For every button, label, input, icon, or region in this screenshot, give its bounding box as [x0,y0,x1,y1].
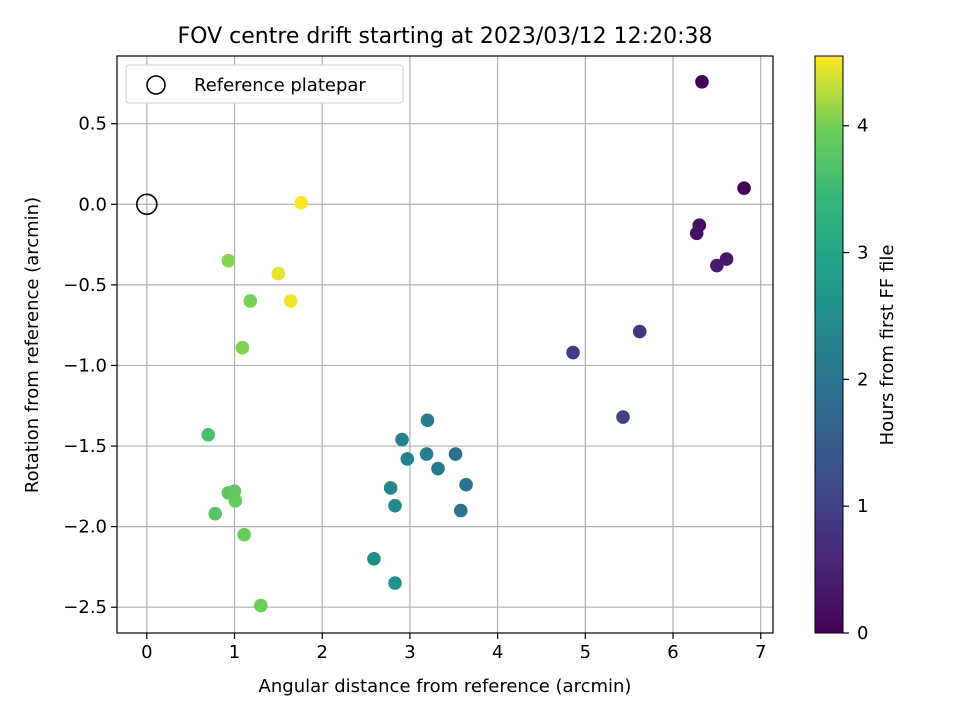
data-point [201,427,216,442]
data-point [566,345,580,360]
data-point [689,226,704,241]
y-tick-label: −1.0 [63,355,107,376]
data-point [616,410,630,424]
colorbar: 0 1 2 3 4 Hours from first FF file [814,55,898,644]
data-point [383,481,398,495]
y-axis-label: Rotation from reference (arcmin) [22,197,43,493]
x-tick-label: 4 [492,642,503,663]
data-point [388,498,402,513]
x-axis-ticks: 0 1 2 3 4 5 6 7 [141,633,766,663]
data-point [431,461,445,476]
x-tick-label: 3 [404,642,415,663]
x-tick-label: 6 [667,642,678,663]
data-point [695,74,709,89]
data-point [294,195,308,210]
data-point [448,447,463,461]
y-tick-label: −2.5 [63,597,107,618]
x-tick-label: 0 [141,642,152,663]
data-point [243,294,258,308]
legend-box [125,64,404,104]
y-axis-ticks: 0.5 0.0 −0.5 −1.0 −1.5 −2.0 −2.5 [63,114,117,618]
data-point [719,252,734,266]
data-point [228,494,243,508]
grid-lines [117,56,773,633]
data-point [221,253,236,268]
colorbar-tick-label: 3 [857,243,868,264]
colorbar-tick-label: 2 [857,369,868,390]
data-point [367,552,381,566]
data-point [237,527,251,542]
y-tick-label: −0.5 [63,275,107,296]
y-tick-label: 0.5 [78,114,107,135]
data-point [400,452,415,466]
data-point [208,506,223,521]
reference-point-marker [136,193,158,216]
data-point [235,340,250,355]
legend-entry-label: Reference platepar [194,75,366,96]
data-point [283,294,298,308]
data-point [737,181,751,195]
data-point [710,258,724,273]
data-point [632,324,647,339]
data-point [271,266,286,281]
legend: Reference platepar [125,64,404,104]
data-point [459,477,473,492]
y-tick-label: 0.0 [78,194,107,215]
data-point [453,503,468,518]
data-points [201,74,751,613]
x-tick-label: 1 [229,642,240,663]
colorbar-tick-label: 4 [857,116,868,137]
x-tick-label: 7 [755,642,766,663]
colorbar-ticks: 0 1 2 3 4 [843,116,868,644]
data-point [395,432,409,447]
data-point [419,447,434,461]
colorbar-gradient [814,55,844,634]
chart-title: FOV centre drift starting at 2023/03/12 … [178,24,713,49]
y-tick-label: −1.5 [63,436,107,457]
y-tick-label: −2.0 [63,517,107,538]
x-tick-label: 5 [580,642,591,663]
data-point [388,576,402,590]
data-point [254,598,268,613]
plot-frame [116,55,774,634]
data-point [420,413,435,428]
colorbar-tick-label: 1 [857,496,868,517]
x-axis-label: Angular distance from reference (arcmin) [259,676,632,697]
colorbar-label: Hours from first FF file [877,245,898,446]
x-tick-label: 2 [316,642,327,663]
legend-reference-marker-icon [146,75,166,95]
colorbar-tick-label: 0 [857,623,868,644]
reference-marker [136,193,158,216]
